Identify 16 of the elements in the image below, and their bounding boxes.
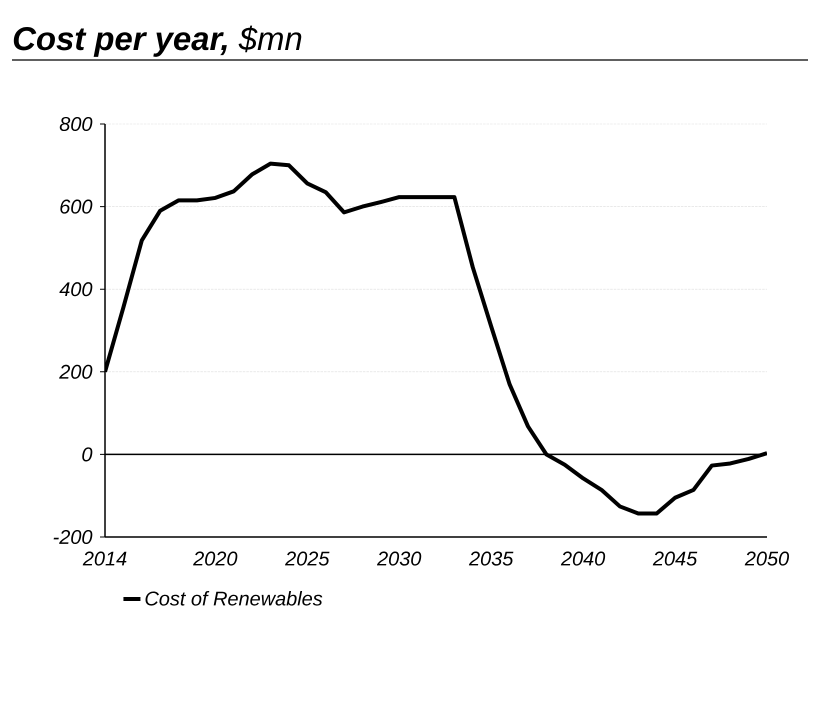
x-tick-label: 2050 — [744, 552, 789, 566]
x-tick-label: 2030 — [376, 552, 422, 566]
y-tick-label: 800 — [60, 116, 92, 132]
x-tick-label: 2020 — [193, 552, 238, 566]
y-tick-label: 200 — [59, 364, 92, 379]
y-tick-label: 600 — [60, 200, 92, 214]
x-tick-label: 2040 — [560, 552, 606, 566]
y-tick-label: 400 — [59, 282, 92, 296]
y-tick-label: 0 — [82, 447, 92, 462]
x-tick-label: 2025 — [285, 552, 330, 566]
x-tick-label: 2035 — [468, 552, 514, 566]
legend-label: Cost of Renewables — [146, 590, 322, 606]
x-tick-label: 2014 — [82, 552, 126, 566]
chart-title: Cost per year, $mn — [14, 26, 302, 57]
x-tick-label: 2045 — [652, 552, 698, 566]
y-tick-label: -200 — [54, 530, 92, 544]
